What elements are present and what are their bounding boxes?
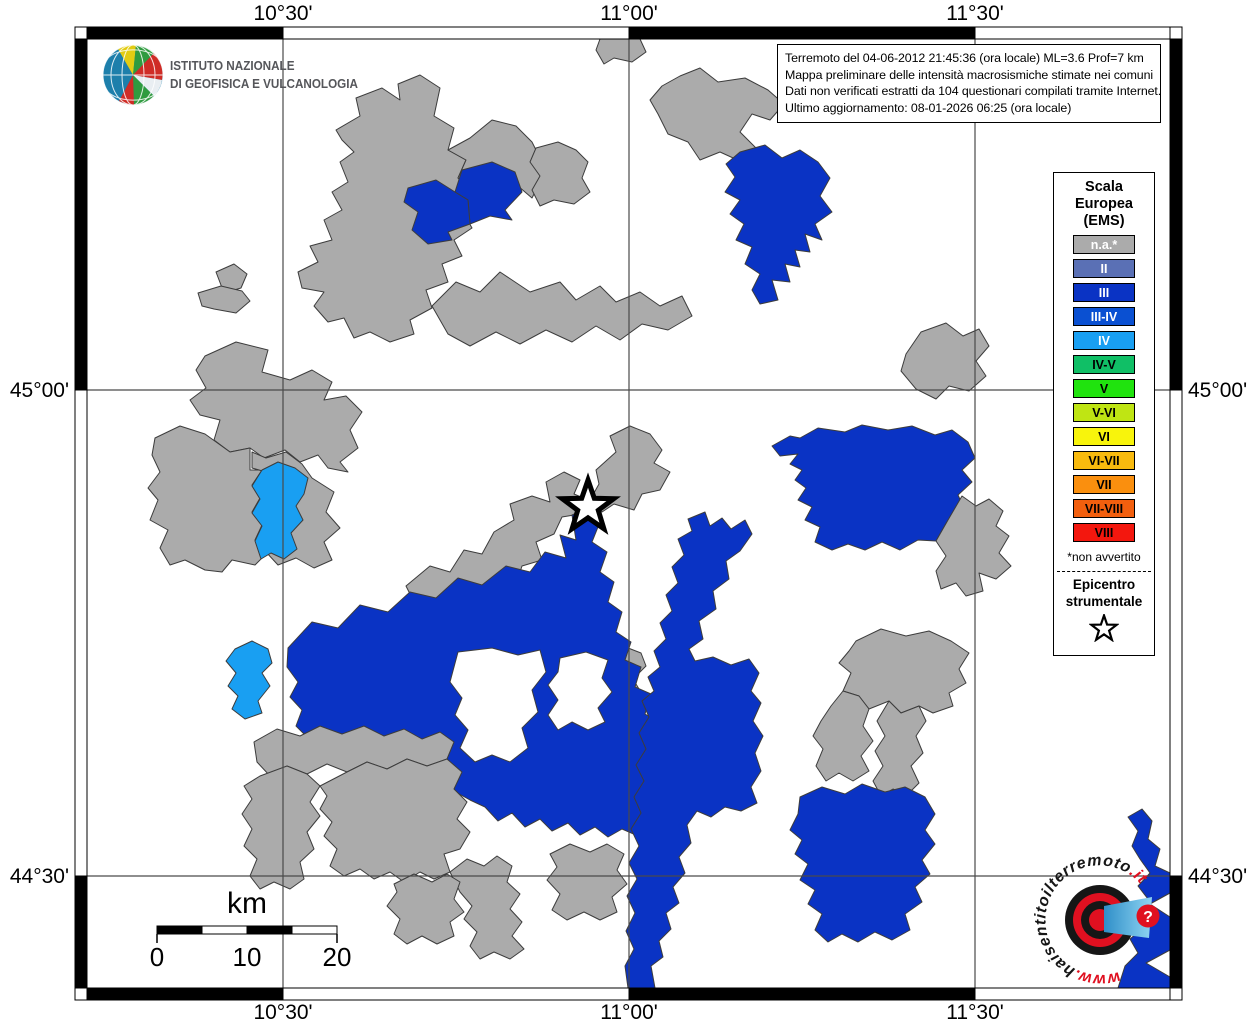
municipality-polygon: [297, 74, 473, 343]
municipality-polygon: [900, 322, 990, 400]
axis-labels: 10°30' 11°00' 11°30' 10°30' 11°00' 11°30…: [10, 2, 1247, 1024]
legend-epicenter-star-icon: [1088, 612, 1120, 643]
legend-swatch-v-vi: V-VI: [1073, 403, 1135, 422]
municipality-polygon: [624, 511, 764, 989]
ingv-logo-text-line2: DI GEOFISICA E VULCANOLOGIA: [170, 76, 358, 91]
municipality-polygon: [403, 179, 471, 245]
info-line-event: Terremoto del 04-06-2012 21:45:36 (ora l…: [785, 51, 1144, 65]
municipality-polygon: [789, 783, 936, 943]
municipality-polygon: [872, 700, 927, 797]
municipality-polygon: [449, 647, 547, 763]
ems-legend: Scala Europea (EMS) n.a.* II III III-IV …: [1053, 172, 1155, 656]
graticule: [87, 39, 1170, 988]
legend-swatch-na: n.a.*: [1073, 235, 1135, 254]
municipality-polygon: [319, 758, 471, 883]
legend-epicenter-label-line: strumentale: [1065, 593, 1143, 609]
legend-epicenter-label-line: Epicentro: [1072, 577, 1136, 592]
map-frame: [74, 26, 1183, 1001]
legend-divider: [1057, 571, 1151, 572]
legend-swatch-ii: II: [1073, 259, 1135, 278]
municipality-polygon: [595, 38, 647, 65]
scale-tick-label: 0: [150, 942, 164, 972]
lon-label-bottom: 11°30': [946, 1001, 1004, 1024]
lat-label-left: 45°00': [10, 379, 69, 402]
info-line-questionnaires: Dati non verificati estratti da 104 ques…: [785, 84, 1162, 99]
legend-swatch-iii-iv: III-IV: [1073, 307, 1135, 326]
scale-unit-label: km: [227, 887, 267, 920]
legend-title-line: Scala: [1085, 179, 1123, 195]
lon-label-top: 11°00': [600, 2, 658, 25]
municipality-polygon: [386, 873, 465, 945]
info-line-map-type: Mappa preliminare delle intensità macros…: [785, 67, 1154, 82]
municipality-polygon: [546, 843, 628, 921]
municipality-polygon: [649, 67, 785, 163]
legend-swatch-vii: VII: [1073, 475, 1135, 494]
municipality-polygon: [241, 765, 321, 890]
municipality-polygon: [529, 141, 591, 207]
legend-swatch-iii: III: [1073, 283, 1135, 302]
watermark-question-badge: [1136, 904, 1160, 928]
watermark-url-www: www.: [1070, 965, 1122, 988]
legend-swatch-viii: VIII: [1073, 523, 1135, 542]
lat-label-right: 45°00': [1188, 379, 1247, 402]
municipality-polygon: [838, 628, 970, 714]
scale-tick-label: 10: [233, 942, 262, 972]
legend-swatch-vii-viii: VII-VIII: [1073, 499, 1135, 518]
scale-bar: km 0 10 20: [150, 887, 352, 972]
scale-tick-label: 20: [323, 942, 352, 972]
municipality-polygon: [935, 495, 1012, 597]
legend-swatch-vi-vii: VI-VII: [1073, 451, 1135, 470]
municipality-polygon: [449, 855, 525, 960]
municipality-polygon: [1117, 808, 1171, 989]
municipality-polygon: [189, 341, 363, 473]
legend-title-line: Europea: [1074, 196, 1133, 212]
info-line-updated: Ultimo aggiornamento: 08-01-2026 06:25 (…: [785, 100, 1072, 115]
municipality-polygon: [771, 424, 976, 551]
ingv-logo-text-line1: ISTITUTO NAZIONALE: [170, 58, 295, 73]
epicenter-star-icon: [555, 472, 621, 535]
legend-swatch-v: V: [1073, 379, 1135, 398]
lat-label-left: 44°30': [10, 865, 69, 888]
watermark-question-mark: ?: [1143, 909, 1153, 926]
municipality-polygon: [547, 651, 613, 731]
municipality-polygon: [812, 690, 874, 782]
lon-label-top: 11°30': [946, 2, 1004, 25]
ingv-logo: ISTITUTO NAZIONALE DI GEOFISICA E VULCAN…: [102, 44, 358, 106]
municipality-polygon: [225, 640, 273, 720]
municipality-polygon: [197, 285, 251, 314]
municipality-polygon: [147, 425, 263, 573]
legend-swatch-iv: IV: [1073, 331, 1135, 350]
lon-label-top: 10°30': [253, 2, 312, 25]
municipality-polygon: [431, 271, 693, 347]
watermark-beam-icon: [1104, 897, 1152, 938]
legend-footnote: *non avvertito: [1067, 550, 1141, 564]
legend-swatch-iv-v: IV-V: [1073, 355, 1135, 374]
lon-label-bottom: 10°30': [253, 1001, 312, 1024]
lat-label-right: 44°30': [1188, 865, 1247, 888]
municipality-polygons: [147, 38, 1171, 989]
municipality-polygon: [724, 144, 833, 305]
watermark-url-it: .it: [1126, 863, 1150, 887]
legend-title-line: (EMS): [1083, 213, 1125, 229]
legend-swatch-vi: VI: [1073, 427, 1135, 446]
lon-label-bottom: 11°00': [600, 1001, 658, 1024]
municipality-polygon: [251, 461, 309, 560]
earthquake-info-box: Terremoto del 04-06-2012 21:45:36 (ora l…: [777, 44, 1162, 124]
